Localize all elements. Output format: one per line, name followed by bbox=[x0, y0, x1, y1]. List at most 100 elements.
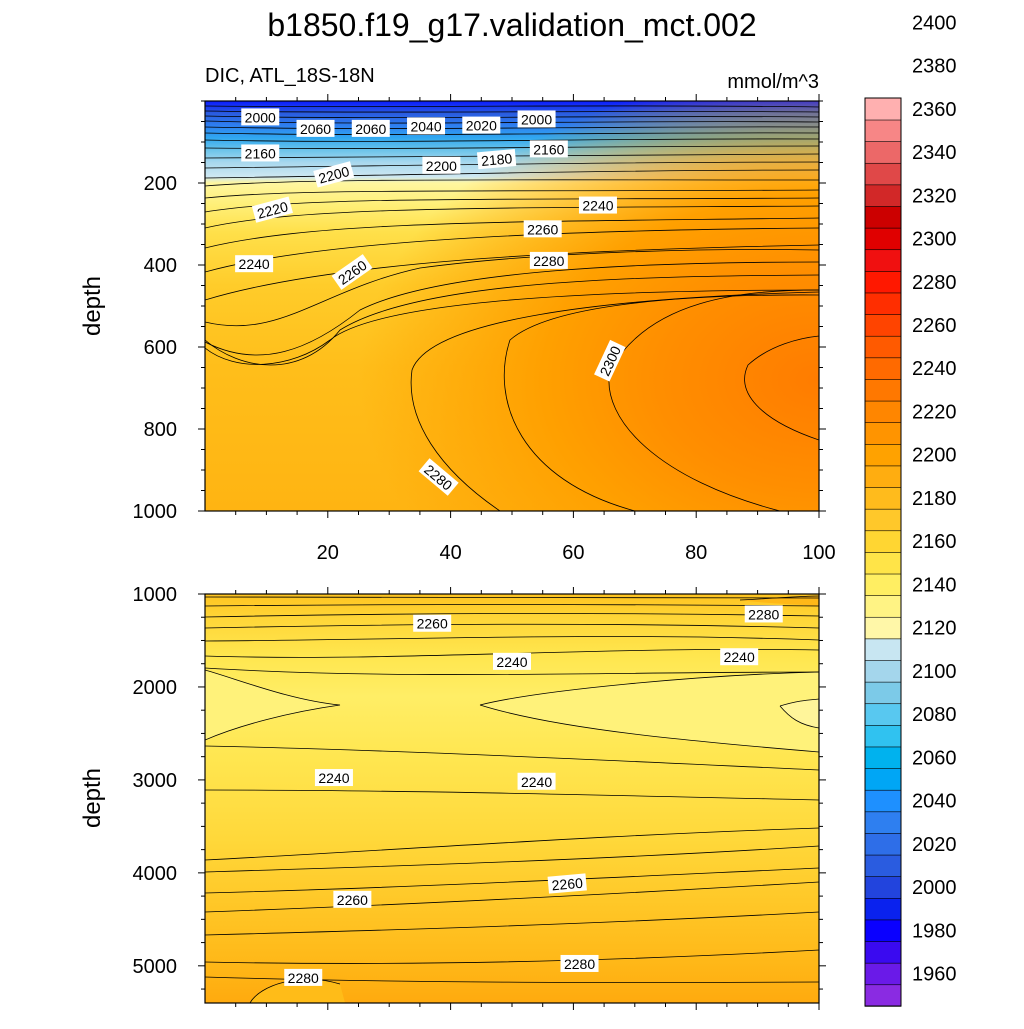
upper-left-label: DIC, ATL_18S-18N bbox=[205, 65, 375, 87]
colorbar-segment bbox=[864, 897, 902, 921]
colorbar-label: 2040 bbox=[912, 791, 957, 813]
svg-text:2260: 2260 bbox=[551, 875, 584, 894]
upper-contour-lines bbox=[205, 105, 819, 511]
colorbar-segment bbox=[864, 832, 902, 856]
svg-text:2060: 2060 bbox=[355, 121, 386, 137]
svg-text:2180: 2180 bbox=[480, 150, 513, 169]
contour-label: 2060 bbox=[351, 119, 390, 137]
colorbar-label: 2120 bbox=[912, 618, 957, 640]
upper-units-label: mmol/m^3 bbox=[727, 71, 819, 93]
contour-label: 2280 bbox=[284, 968, 323, 986]
colorbar-segment bbox=[864, 421, 902, 445]
svg-text:2200: 2200 bbox=[426, 158, 457, 174]
colorbar-segment bbox=[864, 724, 902, 748]
svg-text:2240: 2240 bbox=[239, 256, 270, 272]
colorbar-label: 1960 bbox=[912, 964, 957, 986]
svg-text:2220: 2220 bbox=[255, 198, 289, 222]
colorbar-label: 2320 bbox=[912, 185, 957, 207]
svg-text:2240: 2240 bbox=[318, 770, 349, 786]
colorbar-label: 2380 bbox=[912, 56, 957, 78]
contour-label: 2240 bbox=[314, 769, 353, 787]
contour-label: 2260 bbox=[547, 873, 587, 894]
contour-label: 2160 bbox=[529, 140, 568, 158]
lower-panel: depth 1000 2000 3000 4000 5000 2280 2260 2240 22… bbox=[79, 584, 826, 1010]
colorbar-segment bbox=[864, 97, 902, 121]
colorbar-segment bbox=[864, 292, 902, 315]
svg-text:2160: 2160 bbox=[533, 141, 564, 157]
contour-label: 2260 bbox=[333, 890, 372, 908]
x-tick-label: 60 bbox=[562, 542, 584, 564]
colorbar-frame bbox=[864, 97, 902, 1007]
colorbar-segment bbox=[864, 875, 902, 899]
svg-text:2240: 2240 bbox=[582, 198, 613, 214]
svg-text:2280: 2280 bbox=[288, 970, 319, 986]
colorbar-label: 2140 bbox=[912, 574, 957, 596]
x-tick-label: 100 bbox=[802, 542, 835, 564]
contour-label: 2240 bbox=[235, 255, 274, 273]
colorbar-label: 2240 bbox=[912, 358, 957, 380]
y-tick-label: 2000 bbox=[133, 677, 178, 699]
colorbar-segment bbox=[864, 140, 902, 164]
y-tick-label: 1000 bbox=[133, 501, 178, 523]
colorbar-segment bbox=[864, 378, 902, 402]
upper-panel: DIC, ATL_18S-18N mmol/m^3 bbox=[79, 65, 836, 564]
y-tick-label: 800 bbox=[144, 419, 177, 441]
colorbar-segment bbox=[864, 746, 902, 769]
contour-label: 2240 bbox=[493, 652, 531, 670]
y-tick-label: 200 bbox=[144, 173, 177, 195]
svg-text:2280: 2280 bbox=[748, 606, 779, 622]
colorbar-label: 1980 bbox=[912, 920, 957, 942]
colorbar-segment bbox=[864, 508, 902, 532]
contour-label: 2200 bbox=[313, 161, 355, 188]
colorbar-segment bbox=[864, 616, 902, 640]
colorbar: 1960 1980 2000 2020 2040 2060 2080 2100 2120 2140… bbox=[864, 12, 957, 1007]
contour-label: 2160 bbox=[241, 144, 280, 162]
colorbar-segment bbox=[864, 205, 902, 229]
colorbar-segment bbox=[864, 703, 902, 726]
colorbar-label: 2180 bbox=[912, 488, 957, 510]
colorbar-segment bbox=[864, 443, 902, 467]
colorbar-segment bbox=[864, 119, 902, 142]
svg-text:2240: 2240 bbox=[724, 649, 755, 665]
colorbar-label: 2100 bbox=[912, 661, 957, 683]
colorbar-segment bbox=[864, 573, 902, 596]
colorbar-label: 2260 bbox=[912, 315, 957, 337]
contour-label: 2280 bbox=[744, 605, 783, 623]
contour-label: 2180 bbox=[476, 149, 517, 170]
x-tick-label: 20 bbox=[317, 542, 339, 564]
colorbar-label: 2400 bbox=[912, 12, 957, 34]
svg-text:2240: 2240 bbox=[496, 654, 527, 670]
x-tick-label: 80 bbox=[685, 542, 707, 564]
colorbar-segment bbox=[864, 594, 902, 618]
colorbar-segment bbox=[864, 681, 902, 705]
y-tick-label: 3000 bbox=[133, 770, 178, 792]
colorbar-segment bbox=[864, 659, 902, 683]
svg-text:2160: 2160 bbox=[245, 145, 276, 161]
contour-label: 2000 bbox=[517, 110, 556, 128]
contour-label: 2000 bbox=[241, 108, 280, 126]
colorbar-label: 2080 bbox=[912, 704, 957, 726]
y-tick-label: 5000 bbox=[133, 956, 178, 978]
contour-label: 2280 bbox=[529, 251, 568, 269]
colorbar-segment bbox=[864, 357, 902, 380]
colorbar-segment bbox=[864, 486, 902, 510]
colorbar-segment bbox=[864, 465, 902, 488]
colorbar-segment bbox=[864, 530, 902, 553]
colorbar-segment bbox=[864, 335, 902, 359]
contour-label: 2280 bbox=[560, 954, 599, 972]
svg-text:2000: 2000 bbox=[245, 109, 276, 125]
svg-text:2260: 2260 bbox=[527, 221, 558, 237]
svg-text:2200: 2200 bbox=[317, 163, 351, 187]
colorbar-segment bbox=[864, 249, 902, 272]
contour-label: 2260 bbox=[413, 614, 452, 632]
y-tick-label: 4000 bbox=[133, 863, 178, 885]
colorbar-label: 2000 bbox=[912, 877, 957, 899]
colorbar-segment bbox=[864, 854, 902, 877]
contour-label: 2200 bbox=[422, 156, 461, 174]
colorbar-label: 2220 bbox=[912, 401, 957, 423]
colorbar-label: 2020 bbox=[912, 834, 957, 856]
colorbar-segment bbox=[864, 638, 902, 661]
